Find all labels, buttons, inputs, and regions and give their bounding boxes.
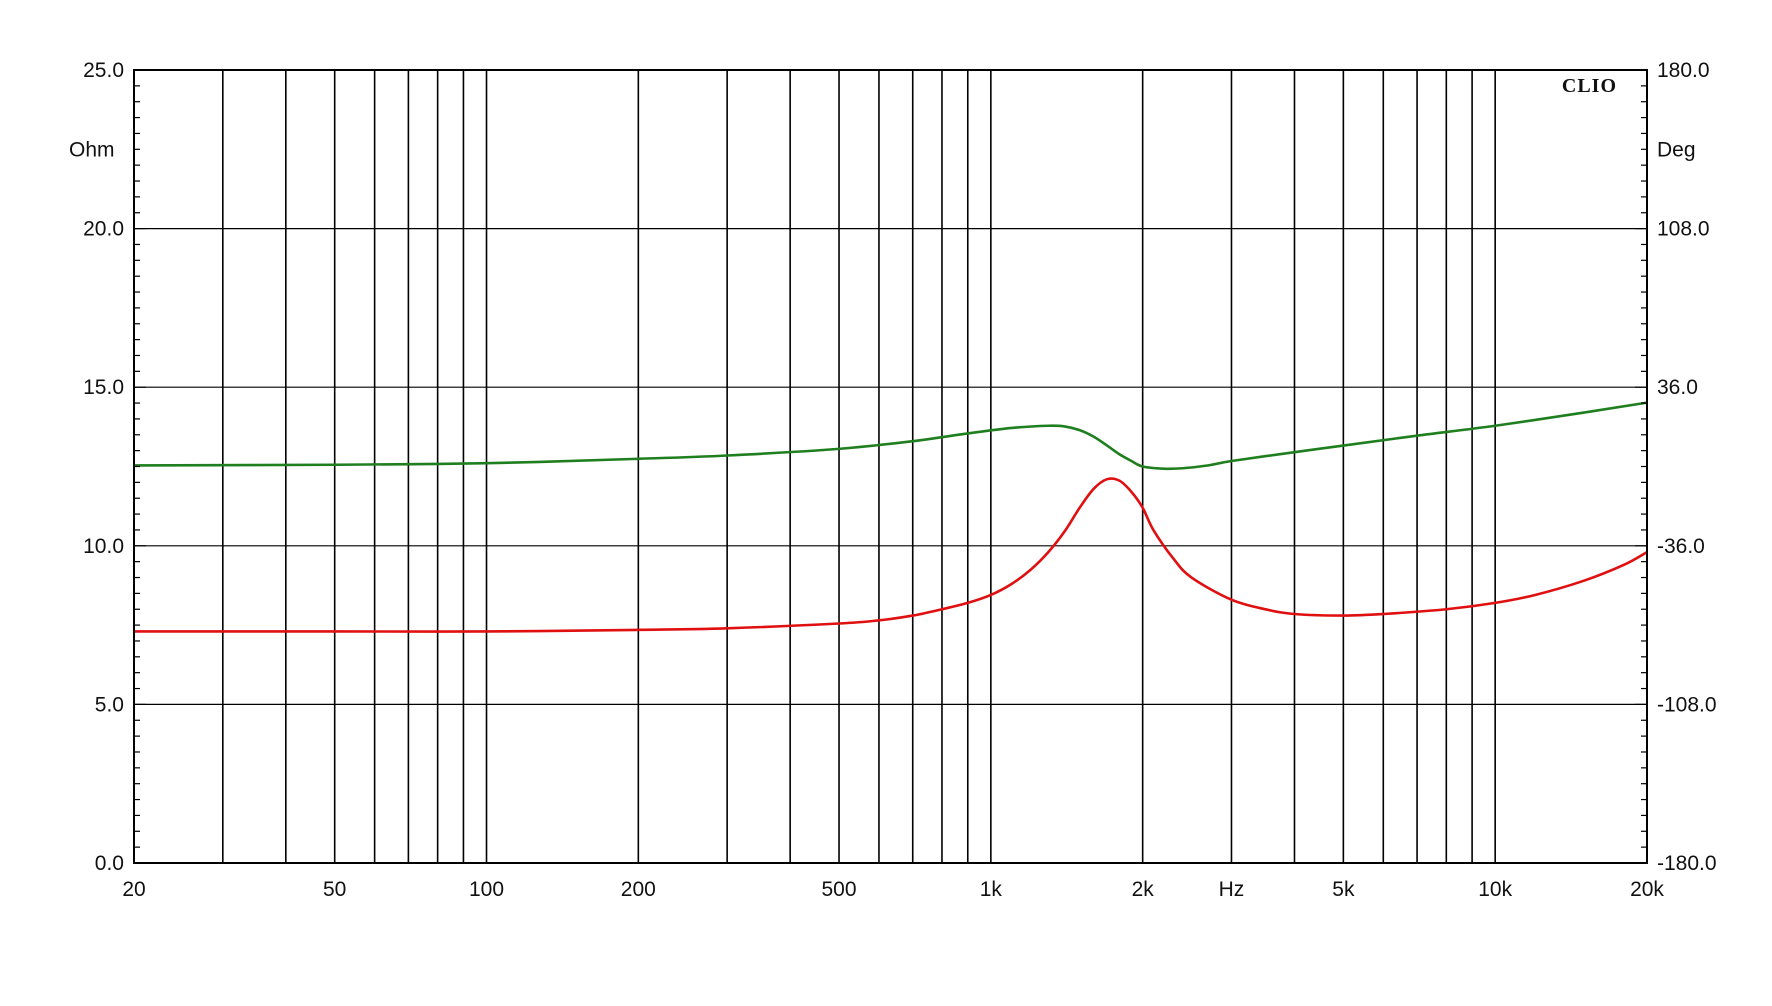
y-left-tick-label: 5.0 [95, 693, 124, 716]
clio-brand-label: CLIO [1562, 75, 1617, 97]
impedance-series-line [134, 477, 1648, 633]
x-tick-label: 500 [822, 878, 857, 901]
x-tick-label: 200 [621, 878, 656, 901]
x-tick-label: 50 [323, 878, 346, 901]
plot-frame [133, 69, 1648, 864]
x-tick-label: 2k [1132, 878, 1155, 901]
y-left-tick-label: 10.0 [83, 535, 124, 558]
y-right-tick-label: 108.0 [1657, 218, 1710, 241]
y-right-tick-label: -180.0 [1657, 852, 1717, 875]
y-left-tick-label: 25.0 [83, 59, 124, 82]
y-right-axis-label: Deg [1657, 138, 1696, 161]
y-left-tick-label: 0.0 [95, 852, 124, 875]
x-tick-label: 20k [1630, 878, 1664, 901]
y-right-tick-label: 180.0 [1657, 59, 1710, 82]
y-right-tick-label: -36.0 [1657, 535, 1705, 558]
x-tick-label: 20 [122, 878, 145, 901]
x-tick-label: 1k [980, 878, 1003, 901]
y-left-tick-label: 15.0 [83, 376, 124, 399]
x-tick-label: 5k [1332, 878, 1355, 901]
y-right-tick-label: -108.0 [1657, 693, 1717, 716]
y-left-axis-label: Ohm [69, 138, 115, 161]
y-right-tick-label: 36.0 [1657, 376, 1698, 399]
y-left-tick-label: 20.0 [83, 218, 124, 241]
x-tick-label: 10k [1478, 878, 1512, 901]
x-tick-label: 100 [469, 878, 504, 901]
x-axis-label: Hz [1219, 878, 1245, 901]
phase-series-line [133, 401, 1648, 471]
